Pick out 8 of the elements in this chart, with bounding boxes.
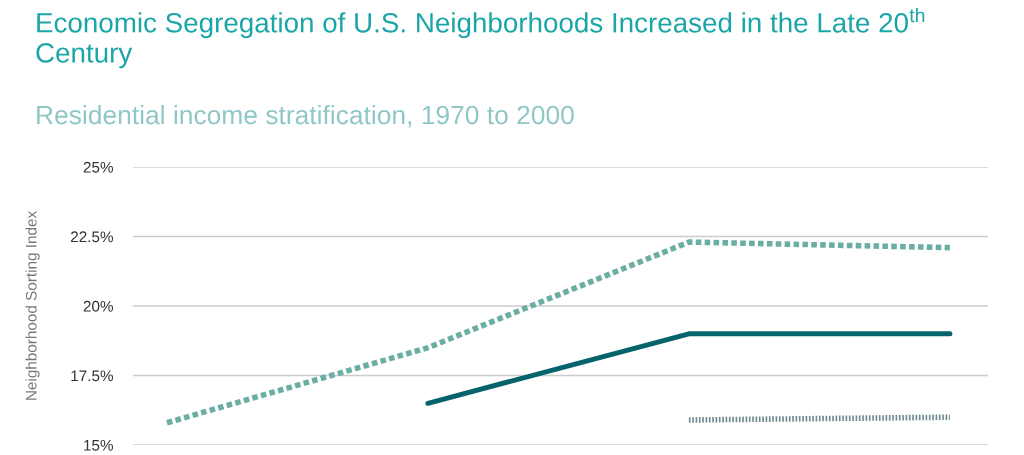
chart-subtitle: Residential income stratification, 1970 to 2000 xyxy=(37,105,574,128)
y-tick-label: 25% xyxy=(83,161,114,173)
chart-title: Economic Segregation of U.S. Neighborhoods Increased in the Late 20$^{th}$ Century xyxy=(36,8,925,69)
y-tick-label: 17.5% xyxy=(71,370,114,382)
y-tick-label: 20% xyxy=(83,300,114,312)
y-axis-title: Neighborhood Sorting Index xyxy=(25,211,40,400)
y-tick-label: 22.5% xyxy=(71,231,114,243)
y-tick-label: 15% xyxy=(84,439,114,451)
